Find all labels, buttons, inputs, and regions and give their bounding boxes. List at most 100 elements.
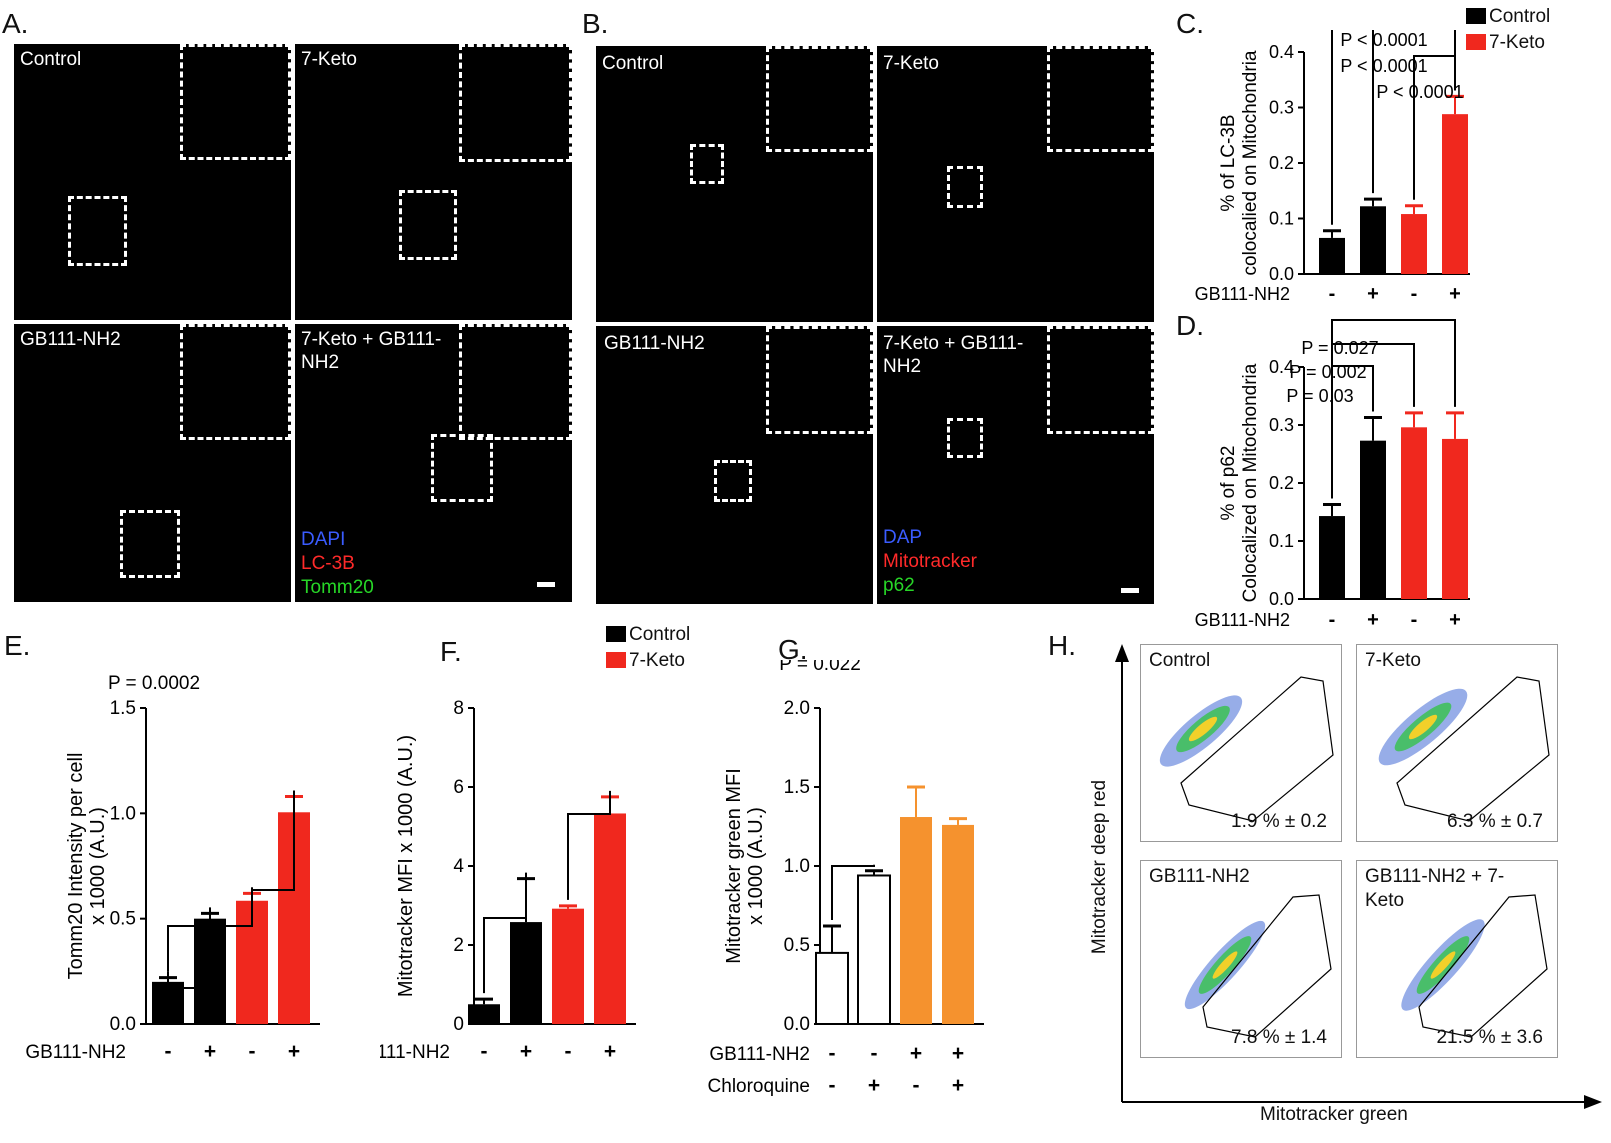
sign: - <box>1411 609 1418 630</box>
inset-box <box>947 418 983 458</box>
inset-box <box>714 460 752 502</box>
p-value-label: P = 0.0002 <box>108 673 200 694</box>
panel-label-g: G. <box>778 634 808 665</box>
legend-item-7keto: 7-Keto <box>606 648 690 674</box>
y-axis-label: x 1000 (A.U.) <box>87 807 109 925</box>
y-tick-label: 8 <box>453 698 464 719</box>
sign: + <box>604 1040 616 1063</box>
sign: - <box>481 1040 488 1063</box>
inset-zoom <box>180 44 291 160</box>
legend-item-control: Control <box>606 622 690 648</box>
flow-xlabel: Mitotracker green <box>1260 1104 1408 1125</box>
sign: - <box>565 1040 572 1063</box>
y-tick-label: 6 <box>453 777 464 798</box>
bar <box>510 922 542 1024</box>
bar <box>1442 114 1468 274</box>
y-tick-label: 0.0 <box>1269 264 1294 284</box>
y-tick-label: 1.0 <box>784 856 810 877</box>
micro-a-gb111-label: GB111-NH2 <box>20 329 121 350</box>
sign: + <box>1367 283 1379 305</box>
row-label: GB111-NH2 <box>1195 284 1290 304</box>
panel-label-a: A. <box>2 8 29 39</box>
y-tick-label: 1.0 <box>110 803 136 824</box>
y-tick-label: 0.0 <box>784 1014 810 1035</box>
sign: - <box>165 1040 172 1063</box>
legend-f: Control 7-Keto <box>606 622 690 674</box>
scale-bar <box>537 582 555 587</box>
micro-b-7keto-label: 7-Keto <box>883 53 939 74</box>
row-label: GB111-NH2 <box>380 1042 450 1063</box>
chart-g: 0.0 0.5 1.0 1.5 2.0 Mitotracker green MFI x 10… <box>708 660 984 1097</box>
legend-label: 7-Keto <box>1489 32 1545 53</box>
y-axis-label: Colocalized on Mitochondria <box>1240 363 1261 602</box>
sign: + <box>1449 283 1461 305</box>
inset-box <box>947 166 983 208</box>
y-tick-label: 0.5 <box>110 909 136 930</box>
inset-zoom <box>766 326 873 434</box>
bar <box>594 813 626 1024</box>
y-tick-label: 0.4 <box>1269 42 1294 62</box>
significance-bracket <box>567 790 611 900</box>
flow-density <box>1184 894 1332 1038</box>
bar <box>1319 516 1345 599</box>
micro-b-gb111: GB111-NH2 <box>596 326 873 604</box>
micro-b-control: Control <box>596 46 873 322</box>
inset-zoom <box>1047 46 1154 152</box>
flow-plot-control: Control 1.9 % ± 0.2 <box>1140 644 1342 842</box>
y-axis-label: Mitotracker green MFI <box>723 768 745 964</box>
flow-plot-gb111: GB111-NH2 7.8 % ± 1.4 <box>1140 860 1342 1058</box>
p-value-label: P = 0.027 <box>1301 338 1378 358</box>
sign: - <box>1329 283 1336 305</box>
significance-bracket <box>831 864 875 921</box>
arrowhead-up-icon <box>1115 644 1129 662</box>
y-axis-label: colocalied on Mitochondria <box>1240 50 1261 275</box>
p-value-label: P = 0.03 <box>1286 386 1353 406</box>
flow-title: 7-Keto <box>1365 650 1421 671</box>
significance-bracket <box>483 872 527 994</box>
y-tick-label: 0.3 <box>1269 415 1294 435</box>
y-axis-label: Tomm20 Intensity per cell <box>65 753 87 980</box>
significance-bracket <box>167 907 211 989</box>
chart-d: 0.0 0.1 0.2 0.3 0.4 % of p62 Colocalized on Mi… <box>1195 319 1470 630</box>
y-axis-label: % of LC-3B <box>1218 114 1239 211</box>
micro-a-control: Control <box>14 44 291 320</box>
micro-a-combo-label: 7-Keto + GB111-NH2 <box>301 329 442 373</box>
bar <box>1360 440 1386 599</box>
gate-polygon <box>1202 894 1332 1038</box>
y-tick-label: 0.2 <box>1269 473 1294 493</box>
flow-plot-combo: GB111-NH2 + 7-Keto 21.5 % ± 3.6 <box>1356 860 1558 1058</box>
density-core <box>1408 714 1438 740</box>
y-axis-label: x 1000 (A.U.) <box>745 807 767 925</box>
y-axis-label: % of p62 <box>1218 446 1239 521</box>
sign: + <box>1449 609 1461 630</box>
flow-title: GB111-NH2 <box>1149 866 1250 887</box>
p-value-label: P = 0.022 <box>779 660 861 675</box>
bar <box>857 874 891 1025</box>
micro-b-control-label: Control <box>602 53 664 74</box>
panel-label-c: C. <box>1176 8 1204 39</box>
inset-zoom <box>459 44 572 162</box>
legend-swatch <box>606 626 626 642</box>
scale-bar <box>1121 588 1139 593</box>
inset-zoom <box>180 324 291 440</box>
legend-lc3b: LC-3B <box>301 553 355 574</box>
legend-dapi: DAPI <box>301 529 346 550</box>
panel-label-f: F. <box>440 636 462 667</box>
y-tick-label: 0.1 <box>1269 531 1294 551</box>
sign: - <box>829 1074 836 1097</box>
flow-percent: 1.9 % ± 0.2 <box>1231 811 1327 832</box>
bar <box>1319 237 1345 274</box>
p-value-label: P < 0.0001 <box>1340 30 1427 50</box>
y-tick-label: 0.5 <box>784 935 810 956</box>
micro-b-gb111-label: GB111-NH2 <box>604 333 705 354</box>
y-tick-label: 0 <box>453 1014 464 1035</box>
inset-box <box>690 144 724 184</box>
micro-a-7keto: 7-Keto <box>295 44 572 320</box>
legend-swatch <box>1466 8 1486 24</box>
flow-density <box>1159 676 1334 822</box>
sign: - <box>1329 609 1336 630</box>
panel-label-d: D. <box>1176 310 1204 341</box>
inset-box <box>68 196 127 266</box>
inset-box <box>399 190 457 260</box>
legend-label: 7-Keto <box>629 650 685 671</box>
